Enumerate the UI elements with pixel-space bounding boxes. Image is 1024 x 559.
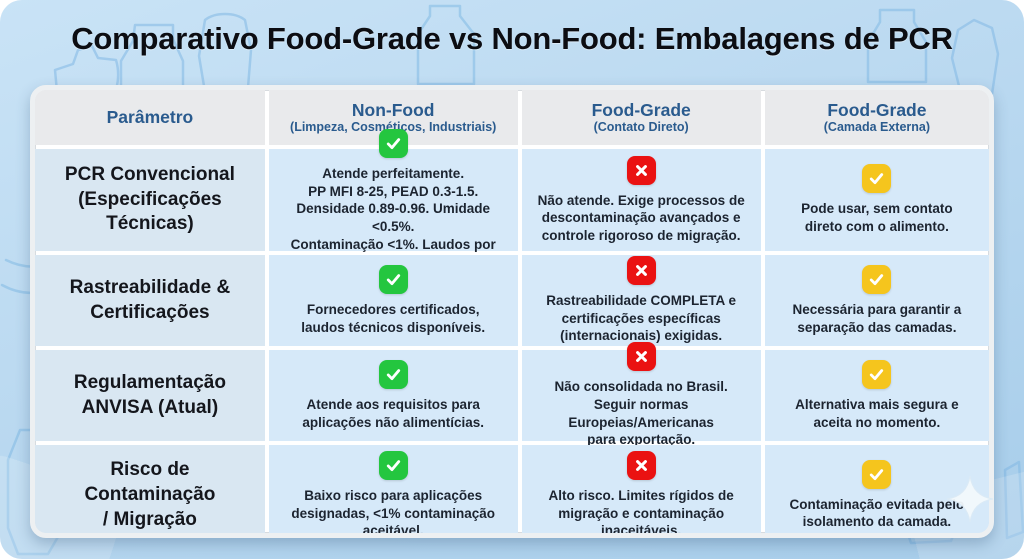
- parameter-cell: Rastreabilidade & Certificações: [35, 255, 265, 346]
- green-check-icon: [378, 451, 408, 480]
- header-sublabel: (Limpeza, Cosméticos, Industriais): [290, 120, 497, 135]
- header-food-grade-contato: Food-Grade (Contato Direto): [521, 90, 761, 145]
- red-x-icon: [626, 342, 656, 372]
- cell-text: Alto risco. Limites rígidos de migração …: [548, 488, 734, 538]
- cell-text: Baixo risco para aplicações designadas, …: [291, 488, 496, 538]
- header-non-food: Non-Food (Limpeza, Cosméticos, Industria…: [268, 90, 518, 145]
- header-label: Non-Food: [351, 99, 435, 120]
- sparkle-icon: [946, 475, 994, 523]
- header-label: Parâmetro: [106, 107, 194, 128]
- header-parametro: Parâmetro: [35, 90, 265, 145]
- cell-text: Não atende. Exige processos de descontam…: [537, 192, 745, 243]
- table-cell: Não atende. Exige processos de descontam…: [521, 149, 761, 251]
- cell-text: Pode usar, sem contato direto com o alim…: [801, 201, 953, 234]
- table-cell: Rastreabilidade COMPLETA e certificações…: [521, 255, 761, 346]
- green-check-icon: [378, 129, 408, 159]
- yellow-check-icon: [862, 264, 892, 294]
- red-x-icon: [626, 256, 656, 286]
- table-cell: Não consolidada no Brasil. Seguir normas…: [521, 342, 761, 447]
- parameter-cell: Regulamentação ANVISA (Atual): [35, 350, 265, 441]
- table-cell: Alternativa mais segura e aceita no mome…: [764, 350, 989, 441]
- header-sublabel: (Camada Externa): [823, 120, 931, 135]
- parameter-cell: Risco de Contaminação / Migração: [35, 445, 265, 533]
- table-cell: Alto risco. Limites rígidos de migração …: [521, 445, 761, 538]
- page-title: Comparativo Food-Grade vs Non-Food: Emba…: [71, 21, 953, 56]
- header-label: Food-Grade: [827, 99, 927, 120]
- table-cell: Atende perfeitamente. PP MFI 8-25, PEAD …: [268, 129, 518, 269]
- table-cell: Pode usar, sem contato direto com o alim…: [764, 149, 989, 251]
- table-cell: Baixo risco para aplicações designadas, …: [268, 445, 518, 538]
- cell-text: Atende aos requisitos para aplicações nã…: [302, 396, 484, 430]
- yellow-check-icon: [862, 459, 892, 489]
- cell-text: Alternativa mais segura e aceita no mome…: [795, 396, 959, 430]
- table-cell: Fornecedores certificados, laudos técnic…: [268, 255, 518, 346]
- cell-text: Rastreabilidade COMPLETA e certificações…: [546, 293, 737, 344]
- comparison-table: Parâmetro Non-Food (Limpeza, Cosméticos,…: [30, 85, 994, 538]
- yellow-check-icon: [862, 164, 892, 194]
- cell-text: Necessária para garantir a separação das…: [792, 301, 962, 335]
- table-cell: Atende aos requisitos para aplicações nã…: [268, 350, 518, 441]
- parameter-cell: PCR Convencional (Especificações Técnica…: [35, 149, 265, 251]
- header-label: Food-Grade: [591, 99, 691, 120]
- cell-text: Contaminação evitada pelo isolamento da …: [789, 496, 965, 530]
- header-sublabel: (Contato Direto): [593, 120, 689, 135]
- cell-text: Não consolidada no Brasil. Seguir normas…: [554, 379, 728, 448]
- cell-text: Fornecedores certificados, laudos técnic…: [301, 301, 486, 335]
- yellow-check-icon: [862, 359, 892, 389]
- red-x-icon: [626, 155, 656, 185]
- header-food-grade-camada: Food-Grade (Camada Externa): [764, 90, 989, 145]
- red-x-icon: [626, 451, 656, 480]
- table-cell: Contaminação evitada pelo isolamento da …: [764, 445, 989, 533]
- table-cell: Necessária para garantir a separação das…: [764, 255, 989, 346]
- green-check-icon: [378, 264, 408, 294]
- green-check-icon: [378, 359, 408, 389]
